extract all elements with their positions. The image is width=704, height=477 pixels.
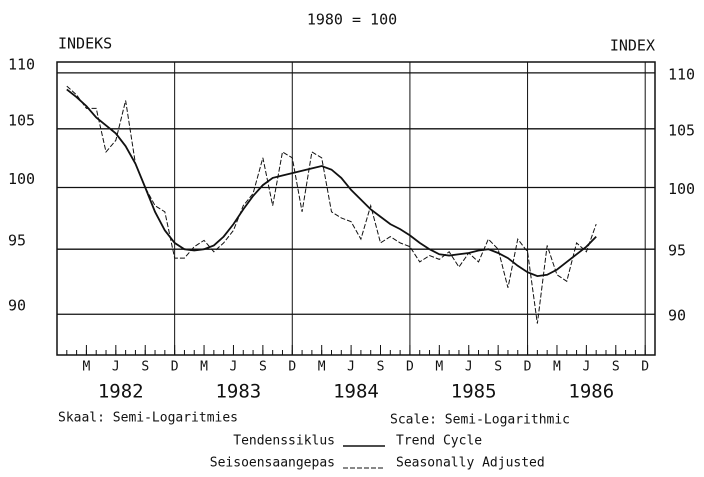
scale-note: Skaal: Semi-Logaritmies (58, 411, 238, 426)
x-tick-label: S (259, 360, 267, 375)
x-tick-label: S (377, 360, 385, 375)
series-line (66, 88, 597, 278)
x-tick-label: D (641, 360, 649, 375)
y-tick-label-right: 100 (668, 180, 695, 198)
x-tick-label: M (82, 360, 90, 375)
x-tick-label: S (141, 360, 149, 375)
y-axis-label-right: INDEX (610, 37, 655, 55)
x-tick-label: J (230, 360, 238, 375)
y-tick-label: 95 (8, 232, 26, 250)
legend-label: Seisoensaangepas (210, 456, 335, 471)
y-axis-label-left: INDEKS (58, 35, 112, 53)
scale-note: Scale: Semi-Logarithmic (390, 413, 570, 428)
legend-label: Tendenssiklus (233, 434, 335, 449)
series-line (66, 85, 597, 324)
year-label: 1984 (333, 381, 379, 403)
y-tick-label-right: 105 (668, 121, 695, 139)
x-tick-label: J (582, 360, 590, 375)
x-tick-label: D (524, 360, 532, 375)
year-label: 1983 (215, 381, 261, 403)
y-tick-label: 105 (8, 111, 35, 129)
year-label: 1985 (451, 381, 497, 403)
y-tick-label: 100 (8, 170, 35, 188)
y-tick-label-right: 95 (668, 242, 686, 260)
x-tick-label: J (347, 360, 355, 375)
plot-frame (56, 61, 656, 356)
x-tick-label: D (171, 360, 179, 375)
legend-label: Seasonally Adjusted (396, 456, 545, 471)
legend-label: Trend Cycle (396, 434, 482, 449)
x-tick-label: M (435, 360, 443, 375)
x-tick-label: S (494, 360, 502, 375)
y-tick-label: 90 (8, 297, 26, 315)
x-tick-label: S (612, 360, 620, 375)
chart-title: 1980 = 100 (307, 11, 397, 29)
x-tick-label: J (112, 360, 120, 375)
x-tick-label: M (318, 360, 326, 375)
x-tick-label: J (465, 360, 473, 375)
year-label: 1982 (98, 381, 144, 403)
x-tick-label: D (288, 360, 296, 375)
y-tick-label-right: 90 (668, 307, 686, 325)
x-tick-label: D (406, 360, 414, 375)
year-label: 1986 (568, 381, 614, 403)
x-tick-label: M (553, 360, 561, 375)
x-tick-label: M (200, 360, 208, 375)
y-tick-label: 110 (8, 55, 35, 73)
y-tick-label-right: 110 (668, 65, 695, 83)
